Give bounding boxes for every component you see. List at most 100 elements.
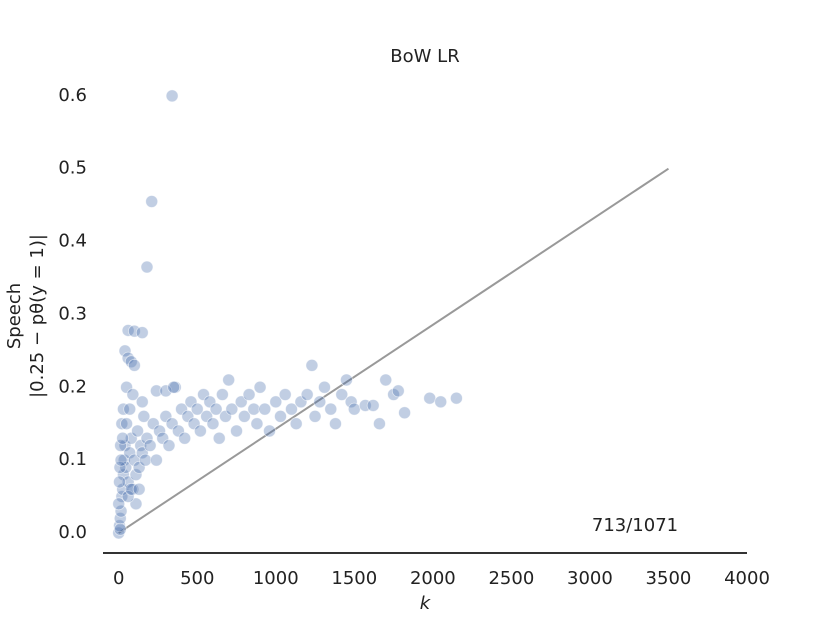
- point: [313, 395, 327, 409]
- x-tick-label: 1500: [331, 568, 377, 589]
- point: [184, 395, 198, 409]
- x-tick-label: 4000: [724, 568, 770, 589]
- point: [116, 431, 130, 445]
- point: [120, 417, 133, 431]
- point: [247, 402, 261, 416]
- point: [230, 424, 243, 438]
- point: [140, 260, 154, 274]
- y-tick-label: 0.5: [58, 158, 87, 179]
- point: [115, 417, 129, 431]
- point: [219, 410, 232, 423]
- point: [329, 417, 342, 431]
- point: [347, 402, 361, 416]
- reference-line: [118, 167, 670, 534]
- point: [123, 446, 137, 460]
- point: [373, 417, 386, 431]
- point: [135, 446, 149, 460]
- point: [178, 431, 192, 445]
- point: [263, 424, 276, 438]
- x-axis-label: k: [420, 593, 432, 614]
- point: [434, 395, 448, 409]
- point: [225, 402, 239, 416]
- point: [132, 460, 146, 474]
- point: [159, 384, 173, 398]
- point: [139, 453, 152, 467]
- point: [112, 497, 126, 511]
- point: [131, 424, 144, 438]
- point: [114, 453, 128, 467]
- y-tick-label: 0.0: [58, 522, 87, 543]
- point: [113, 522, 127, 536]
- point: [145, 195, 159, 208]
- point: [150, 384, 163, 398]
- point: [129, 497, 143, 511]
- point: [135, 326, 149, 340]
- x-tick-label: 0: [113, 568, 124, 589]
- point: [162, 439, 176, 452]
- y-tick-label: 0.2: [58, 376, 87, 397]
- point: [274, 410, 287, 423]
- point: [132, 482, 146, 496]
- point: [181, 410, 195, 423]
- point: [146, 417, 160, 431]
- point: [193, 424, 207, 438]
- point: [222, 373, 236, 387]
- chart-title: BoW LR: [390, 46, 459, 67]
- y-axis-label: Speech: [4, 283, 25, 349]
- point: [253, 380, 267, 394]
- point: [258, 402, 272, 416]
- point: [113, 475, 126, 489]
- point: [285, 402, 298, 416]
- point: [200, 410, 214, 423]
- x-tick-label: 2500: [488, 568, 534, 589]
- x-tick-label: 2000: [410, 568, 456, 589]
- point: [242, 388, 256, 401]
- point: [289, 417, 303, 431]
- point: [128, 359, 141, 372]
- y-tick-label: 0.3: [58, 303, 87, 324]
- point: [135, 395, 149, 409]
- point: [209, 402, 223, 416]
- point: [366, 399, 380, 412]
- point: [398, 406, 411, 420]
- point: [118, 344, 132, 358]
- point: [278, 388, 292, 401]
- point: [159, 410, 173, 423]
- annotation: 713/1071: [592, 515, 678, 536]
- point: [269, 395, 283, 409]
- point: [305, 359, 319, 372]
- point: [294, 395, 308, 409]
- point: [335, 388, 349, 401]
- point: [120, 380, 133, 394]
- y-axis-label: |0.25 − pθ(y = 1)|: [27, 234, 48, 398]
- point: [117, 468, 130, 482]
- point: [137, 410, 151, 423]
- point: [121, 490, 135, 503]
- point: [237, 410, 251, 423]
- point: [187, 417, 201, 431]
- point: [150, 453, 163, 467]
- x-tick-label: 500: [180, 568, 214, 589]
- point: [128, 324, 141, 338]
- point: [140, 431, 154, 445]
- y-tick-label: 0.4: [58, 231, 87, 252]
- x-tick-label: 3500: [646, 568, 692, 589]
- point: [203, 395, 217, 409]
- point: [114, 504, 128, 518]
- point: [190, 402, 204, 416]
- x-tick-label: 1000: [253, 568, 299, 589]
- point: [165, 89, 179, 103]
- point: [123, 402, 137, 416]
- point: [212, 431, 226, 445]
- point: [318, 380, 331, 394]
- point: [143, 439, 157, 452]
- point: [175, 402, 188, 416]
- point: [153, 424, 166, 438]
- point: [391, 384, 405, 398]
- point: [118, 439, 132, 452]
- point: [171, 424, 185, 438]
- x-tick-label: 3000: [567, 568, 613, 589]
- point: [340, 373, 353, 387]
